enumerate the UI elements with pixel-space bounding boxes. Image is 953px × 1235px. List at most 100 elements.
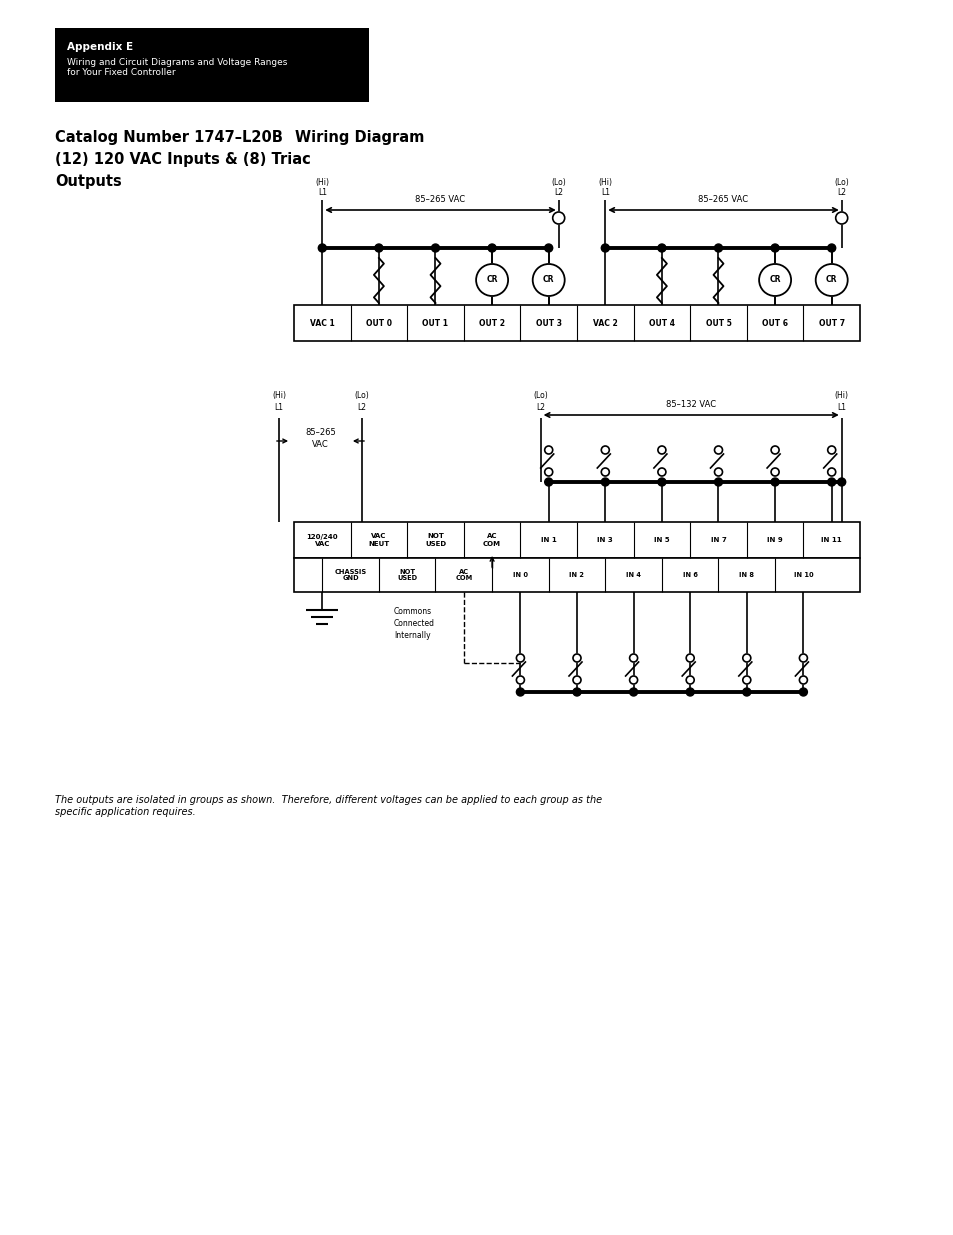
Text: NOT
USED: NOT USED xyxy=(396,568,416,582)
Circle shape xyxy=(573,655,580,662)
Circle shape xyxy=(685,688,694,697)
Text: Commons: Commons xyxy=(394,606,432,616)
Circle shape xyxy=(552,212,564,224)
Bar xyxy=(294,558,859,592)
Circle shape xyxy=(600,446,609,454)
Text: (Lo): (Lo) xyxy=(533,391,548,400)
Circle shape xyxy=(629,676,637,684)
Circle shape xyxy=(318,245,326,252)
Text: Wiring Diagram: Wiring Diagram xyxy=(294,130,424,144)
Circle shape xyxy=(629,688,637,697)
Circle shape xyxy=(714,478,721,487)
Circle shape xyxy=(827,468,835,475)
Circle shape xyxy=(714,245,721,252)
Text: (12) 120 VAC Inputs & (8) Triac: (12) 120 VAC Inputs & (8) Triac xyxy=(55,152,311,167)
Text: Internally: Internally xyxy=(394,631,430,640)
Circle shape xyxy=(658,478,665,487)
Circle shape xyxy=(685,655,694,662)
Text: IN 0: IN 0 xyxy=(513,572,527,578)
Circle shape xyxy=(770,245,779,252)
Circle shape xyxy=(544,245,552,252)
Circle shape xyxy=(600,478,609,487)
Text: The outputs are isolated in groups as shown.  Therefore, different voltages can : The outputs are isolated in groups as sh… xyxy=(55,795,601,816)
Circle shape xyxy=(573,676,580,684)
Circle shape xyxy=(827,478,835,487)
Circle shape xyxy=(658,468,665,475)
Text: L1: L1 xyxy=(600,188,609,198)
Text: 85–265: 85–265 xyxy=(305,429,335,437)
Bar xyxy=(294,522,859,558)
Circle shape xyxy=(835,212,847,224)
Circle shape xyxy=(799,676,806,684)
Text: CR: CR xyxy=(825,275,837,284)
Text: Appendix E: Appendix E xyxy=(67,42,133,52)
Circle shape xyxy=(742,688,750,697)
Circle shape xyxy=(516,676,524,684)
Text: L1: L1 xyxy=(274,403,283,412)
Circle shape xyxy=(714,468,721,475)
Circle shape xyxy=(600,245,609,252)
Circle shape xyxy=(516,688,524,697)
Text: Outputs: Outputs xyxy=(55,174,122,189)
Circle shape xyxy=(770,468,779,475)
Text: (Lo): (Lo) xyxy=(551,178,565,186)
Circle shape xyxy=(629,655,637,662)
Circle shape xyxy=(488,245,496,252)
Text: CR: CR xyxy=(768,275,781,284)
Circle shape xyxy=(544,468,552,475)
Text: OUT 5: OUT 5 xyxy=(705,319,731,327)
Text: (Hi): (Hi) xyxy=(598,178,612,186)
Circle shape xyxy=(600,468,609,475)
Text: IN 11: IN 11 xyxy=(821,537,841,543)
Circle shape xyxy=(532,264,564,296)
Circle shape xyxy=(375,245,382,252)
Text: 120/240
VAC: 120/240 VAC xyxy=(306,534,337,547)
Text: (Hi): (Hi) xyxy=(315,178,329,186)
Text: IN 10: IN 10 xyxy=(793,572,812,578)
Text: 85–132 VAC: 85–132 VAC xyxy=(665,400,716,409)
Bar xyxy=(294,305,859,341)
Circle shape xyxy=(544,446,552,454)
Text: CR: CR xyxy=(486,275,497,284)
Text: AC
COM: AC COM xyxy=(482,534,500,547)
Text: L1: L1 xyxy=(837,403,845,412)
Circle shape xyxy=(714,446,721,454)
Circle shape xyxy=(685,676,694,684)
Circle shape xyxy=(799,688,806,697)
Circle shape xyxy=(742,655,750,662)
Text: OUT 0: OUT 0 xyxy=(366,319,392,327)
Circle shape xyxy=(573,688,580,697)
Circle shape xyxy=(431,245,439,252)
Bar xyxy=(55,28,369,103)
Circle shape xyxy=(815,264,847,296)
Text: CR: CR xyxy=(542,275,554,284)
Text: IN 8: IN 8 xyxy=(739,572,754,578)
Text: Catalog Number 1747–L20B: Catalog Number 1747–L20B xyxy=(55,130,283,144)
Text: L2: L2 xyxy=(536,403,544,412)
Text: (Lo): (Lo) xyxy=(355,391,369,400)
Circle shape xyxy=(799,655,806,662)
Text: L2: L2 xyxy=(837,188,845,198)
Circle shape xyxy=(827,245,835,252)
Text: NOT
USED: NOT USED xyxy=(424,534,446,547)
Circle shape xyxy=(516,655,524,662)
Text: (Hi): (Hi) xyxy=(834,391,848,400)
Text: Connected: Connected xyxy=(394,619,435,629)
Text: L2: L2 xyxy=(554,188,562,198)
Text: VAC 1: VAC 1 xyxy=(310,319,335,327)
Text: VAC: VAC xyxy=(312,440,329,450)
Text: Wiring and Circuit Diagrams and Voltage Ranges
for Your Fixed Controller: Wiring and Circuit Diagrams and Voltage … xyxy=(67,58,287,78)
Circle shape xyxy=(770,478,779,487)
Text: L2: L2 xyxy=(357,403,366,412)
Circle shape xyxy=(837,478,844,487)
Text: IN 6: IN 6 xyxy=(682,572,697,578)
Text: VAC 2: VAC 2 xyxy=(593,319,617,327)
Text: OUT 2: OUT 2 xyxy=(478,319,504,327)
Text: L1: L1 xyxy=(317,188,327,198)
Text: CHASSIS
GND: CHASSIS GND xyxy=(335,568,366,582)
Text: OUT 7: OUT 7 xyxy=(818,319,843,327)
Text: IN 9: IN 9 xyxy=(766,537,782,543)
Circle shape xyxy=(770,446,779,454)
Circle shape xyxy=(658,245,665,252)
Text: OUT 6: OUT 6 xyxy=(761,319,787,327)
